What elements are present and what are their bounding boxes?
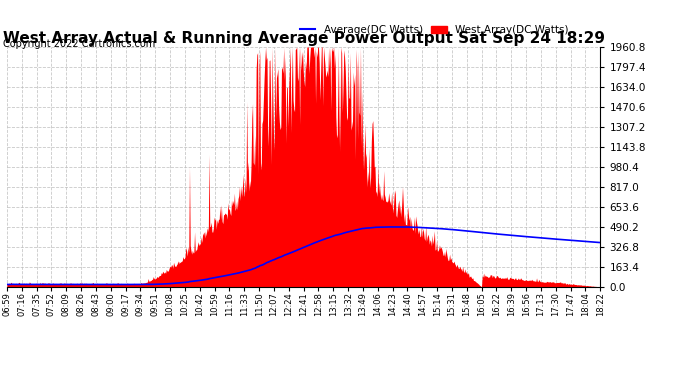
Legend: Average(DC Watts), West Array(DC Watts): Average(DC Watts), West Array(DC Watts) [295, 21, 573, 39]
Title: West Array Actual & Running Average Power Output Sat Sep 24 18:29: West Array Actual & Running Average Powe… [3, 31, 604, 46]
Text: Copyright 2022 Cartronics.com: Copyright 2022 Cartronics.com [3, 39, 156, 50]
